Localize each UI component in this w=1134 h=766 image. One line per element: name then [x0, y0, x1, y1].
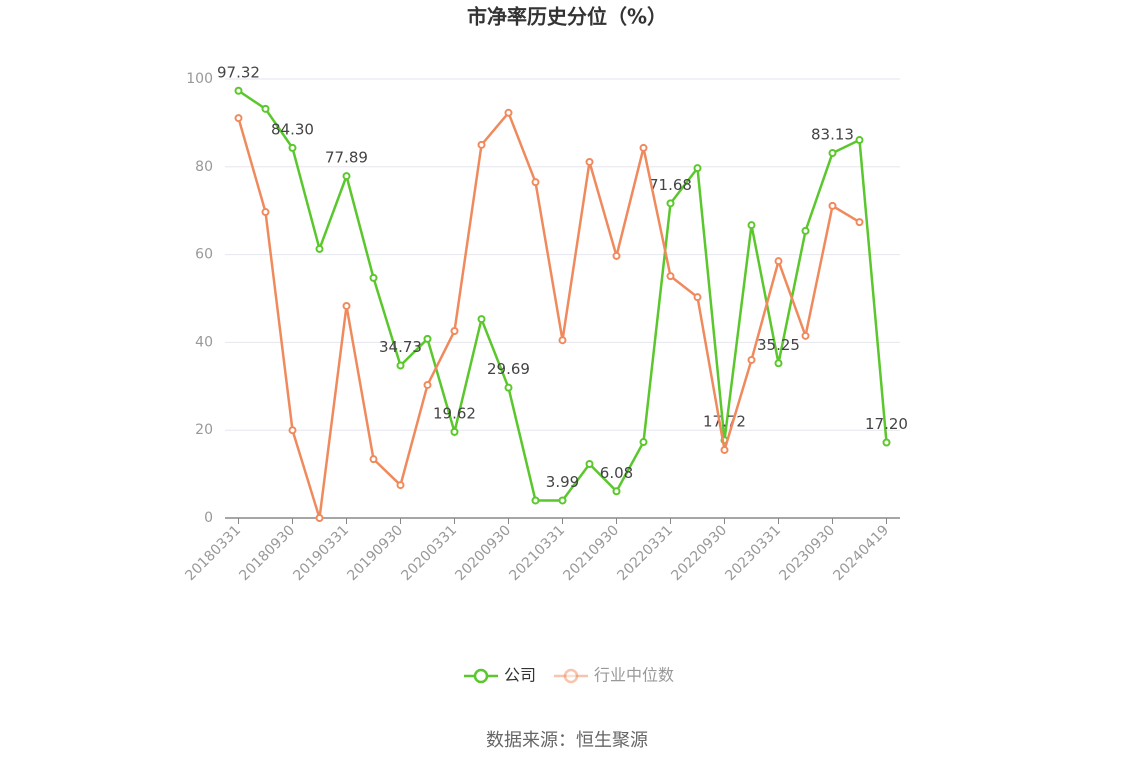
data-point: [828, 201, 837, 210]
x-tick-label: 20230331: [722, 522, 784, 584]
x-tick-label: 20200331: [398, 522, 460, 584]
y-tick-label: 60: [195, 247, 213, 263]
data-point: [423, 380, 432, 389]
x-tick-label: 20220930: [668, 522, 730, 584]
data-point: [504, 108, 513, 117]
data-point: [747, 221, 756, 230]
legend-marker: [563, 668, 579, 684]
x-tick-label: 20190331: [290, 522, 352, 584]
data-label: 17.72: [703, 413, 746, 431]
x-tick-label: 20190930: [344, 522, 406, 584]
data-point: [585, 460, 594, 469]
legend-label: 行业中位数: [594, 666, 674, 685]
y-tick-label: 0: [204, 510, 213, 526]
series-line: [237, 110, 861, 519]
data-point: [342, 301, 351, 310]
data-label: 97.32: [217, 63, 260, 81]
data-point: [855, 136, 864, 145]
chart-title: 市净率历史分位（%）: [467, 5, 667, 29]
data-point: [315, 244, 324, 253]
x-tick-label: 20240419: [830, 522, 892, 584]
data-point: [558, 496, 567, 505]
data-point: [477, 140, 486, 149]
data-label: 19.62: [433, 404, 476, 422]
data-point: [288, 143, 297, 152]
data-point: [720, 445, 729, 454]
data-point: [531, 496, 540, 505]
data-point: [423, 334, 432, 343]
x-tick-label: 20220331: [614, 522, 676, 584]
data-point: [585, 157, 594, 166]
data-point: [450, 326, 459, 335]
data-label: 77.89: [325, 149, 368, 167]
data-point: [531, 178, 540, 187]
x-tick-label: 20230930: [776, 522, 838, 584]
data-point: [369, 273, 378, 282]
data-label: 83.13: [811, 126, 854, 144]
data-point: [693, 293, 702, 302]
data-label: 35.25: [757, 336, 800, 354]
data-label: 29.69: [487, 360, 530, 378]
data-point: [774, 257, 783, 266]
x-tick-label: 20180930: [236, 522, 298, 584]
data-label: 3.99: [546, 473, 579, 491]
x-tick-label: 20200930: [452, 522, 514, 584]
data-point: [693, 164, 702, 173]
data-point: [774, 359, 783, 368]
legend-marker: [473, 668, 489, 684]
data-label: 71.68: [649, 176, 692, 194]
data-label: 17.20: [865, 415, 908, 433]
data-point: [666, 199, 675, 208]
data-point: [342, 172, 351, 181]
data-point: [396, 361, 405, 370]
y-tick-label: 40: [195, 334, 213, 350]
data-point: [369, 455, 378, 464]
data-point: [234, 86, 243, 95]
data-point: [504, 383, 513, 392]
x-tick-label: 20210331: [506, 522, 568, 584]
data-point: [450, 427, 459, 436]
data-point: [477, 315, 486, 324]
y-tick-label: 80: [195, 159, 213, 175]
source: 数据来源：恒生聚源: [486, 730, 648, 751]
data-point: [288, 426, 297, 435]
data-label: 6.08: [600, 464, 633, 482]
data-point: [882, 438, 891, 447]
data-point: [801, 226, 810, 235]
data-point: [801, 331, 810, 340]
data-point: [396, 481, 405, 490]
data-point: [261, 104, 270, 113]
data-point: [639, 143, 648, 152]
data-point: [639, 438, 648, 447]
data-point: [855, 218, 864, 227]
data-point: [828, 149, 837, 158]
data-point: [261, 208, 270, 217]
legend-label: 公司: [504, 666, 536, 685]
data-label: 84.30: [271, 120, 314, 138]
data-label: 34.73: [379, 338, 422, 356]
data-point: [666, 272, 675, 281]
data-point: [234, 114, 243, 123]
data-point: [558, 336, 567, 345]
y-tick-label: 100: [186, 71, 213, 87]
data-point: [612, 487, 621, 496]
data-point: [315, 514, 324, 522]
y-tick-label: 20: [195, 422, 213, 438]
x-tick-label: 20180331: [182, 522, 244, 584]
data-point: [747, 355, 756, 364]
x-tick-label: 20210930: [560, 522, 622, 584]
data-point: [612, 251, 621, 260]
